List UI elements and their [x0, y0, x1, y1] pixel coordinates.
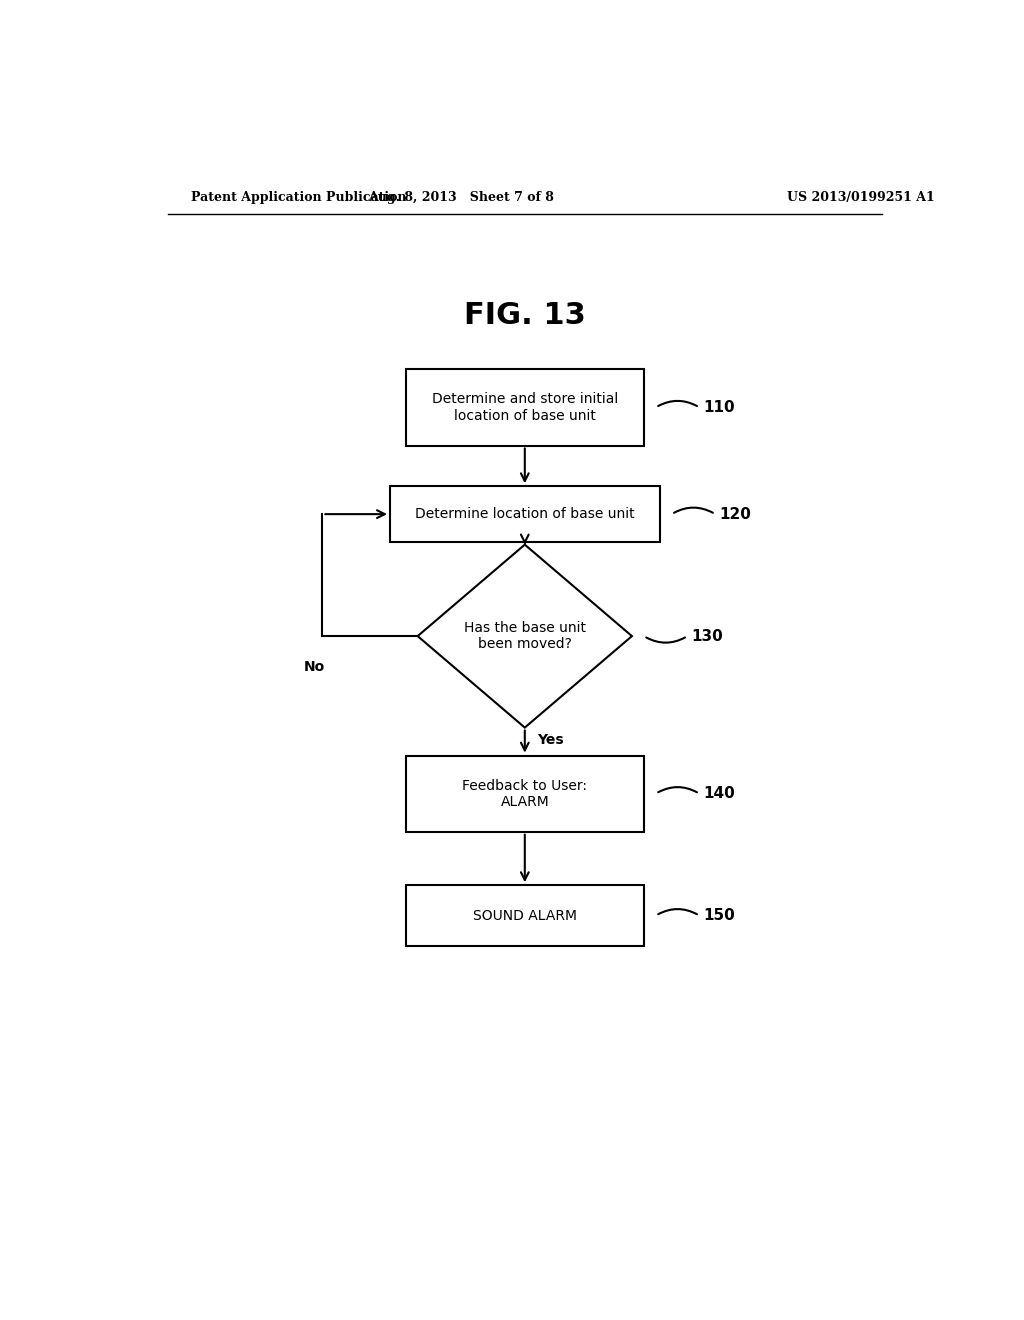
Text: 140: 140 [703, 787, 735, 801]
Polygon shape [418, 545, 632, 727]
Text: 110: 110 [703, 400, 735, 414]
Text: Patent Application Publication: Patent Application Publication [191, 190, 407, 203]
Text: Determine location of base unit: Determine location of base unit [415, 507, 635, 521]
Bar [390, 486, 659, 543]
Text: Yes: Yes [537, 733, 563, 747]
Text: 130: 130 [691, 628, 723, 644]
Bar [406, 886, 644, 946]
Text: 150: 150 [703, 908, 735, 923]
Text: Aug. 8, 2013   Sheet 7 of 8: Aug. 8, 2013 Sheet 7 of 8 [369, 190, 554, 203]
Text: FIG. 13: FIG. 13 [464, 301, 586, 330]
Bar [406, 370, 644, 446]
Text: US 2013/0199251 A1: US 2013/0199251 A1 [786, 190, 935, 203]
Text: Has the base unit
been moved?: Has the base unit been moved? [464, 620, 586, 651]
Text: SOUND ALARM: SOUND ALARM [473, 908, 577, 923]
Text: 120: 120 [719, 507, 752, 521]
Bar [406, 755, 644, 832]
Text: No: No [304, 660, 326, 673]
Text: Determine and store initial
location of base unit: Determine and store initial location of … [432, 392, 617, 422]
Text: Feedback to User:
ALARM: Feedback to User: ALARM [462, 779, 588, 809]
